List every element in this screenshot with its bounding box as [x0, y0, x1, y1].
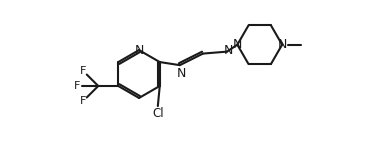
- Text: N: N: [224, 44, 233, 57]
- Text: F: F: [80, 66, 87, 76]
- Text: N: N: [134, 44, 144, 57]
- Text: Cl: Cl: [152, 106, 164, 120]
- Text: F: F: [74, 81, 81, 91]
- Text: N: N: [177, 68, 186, 80]
- Text: N: N: [232, 38, 242, 51]
- Text: F: F: [80, 96, 87, 106]
- Text: N: N: [278, 38, 287, 51]
